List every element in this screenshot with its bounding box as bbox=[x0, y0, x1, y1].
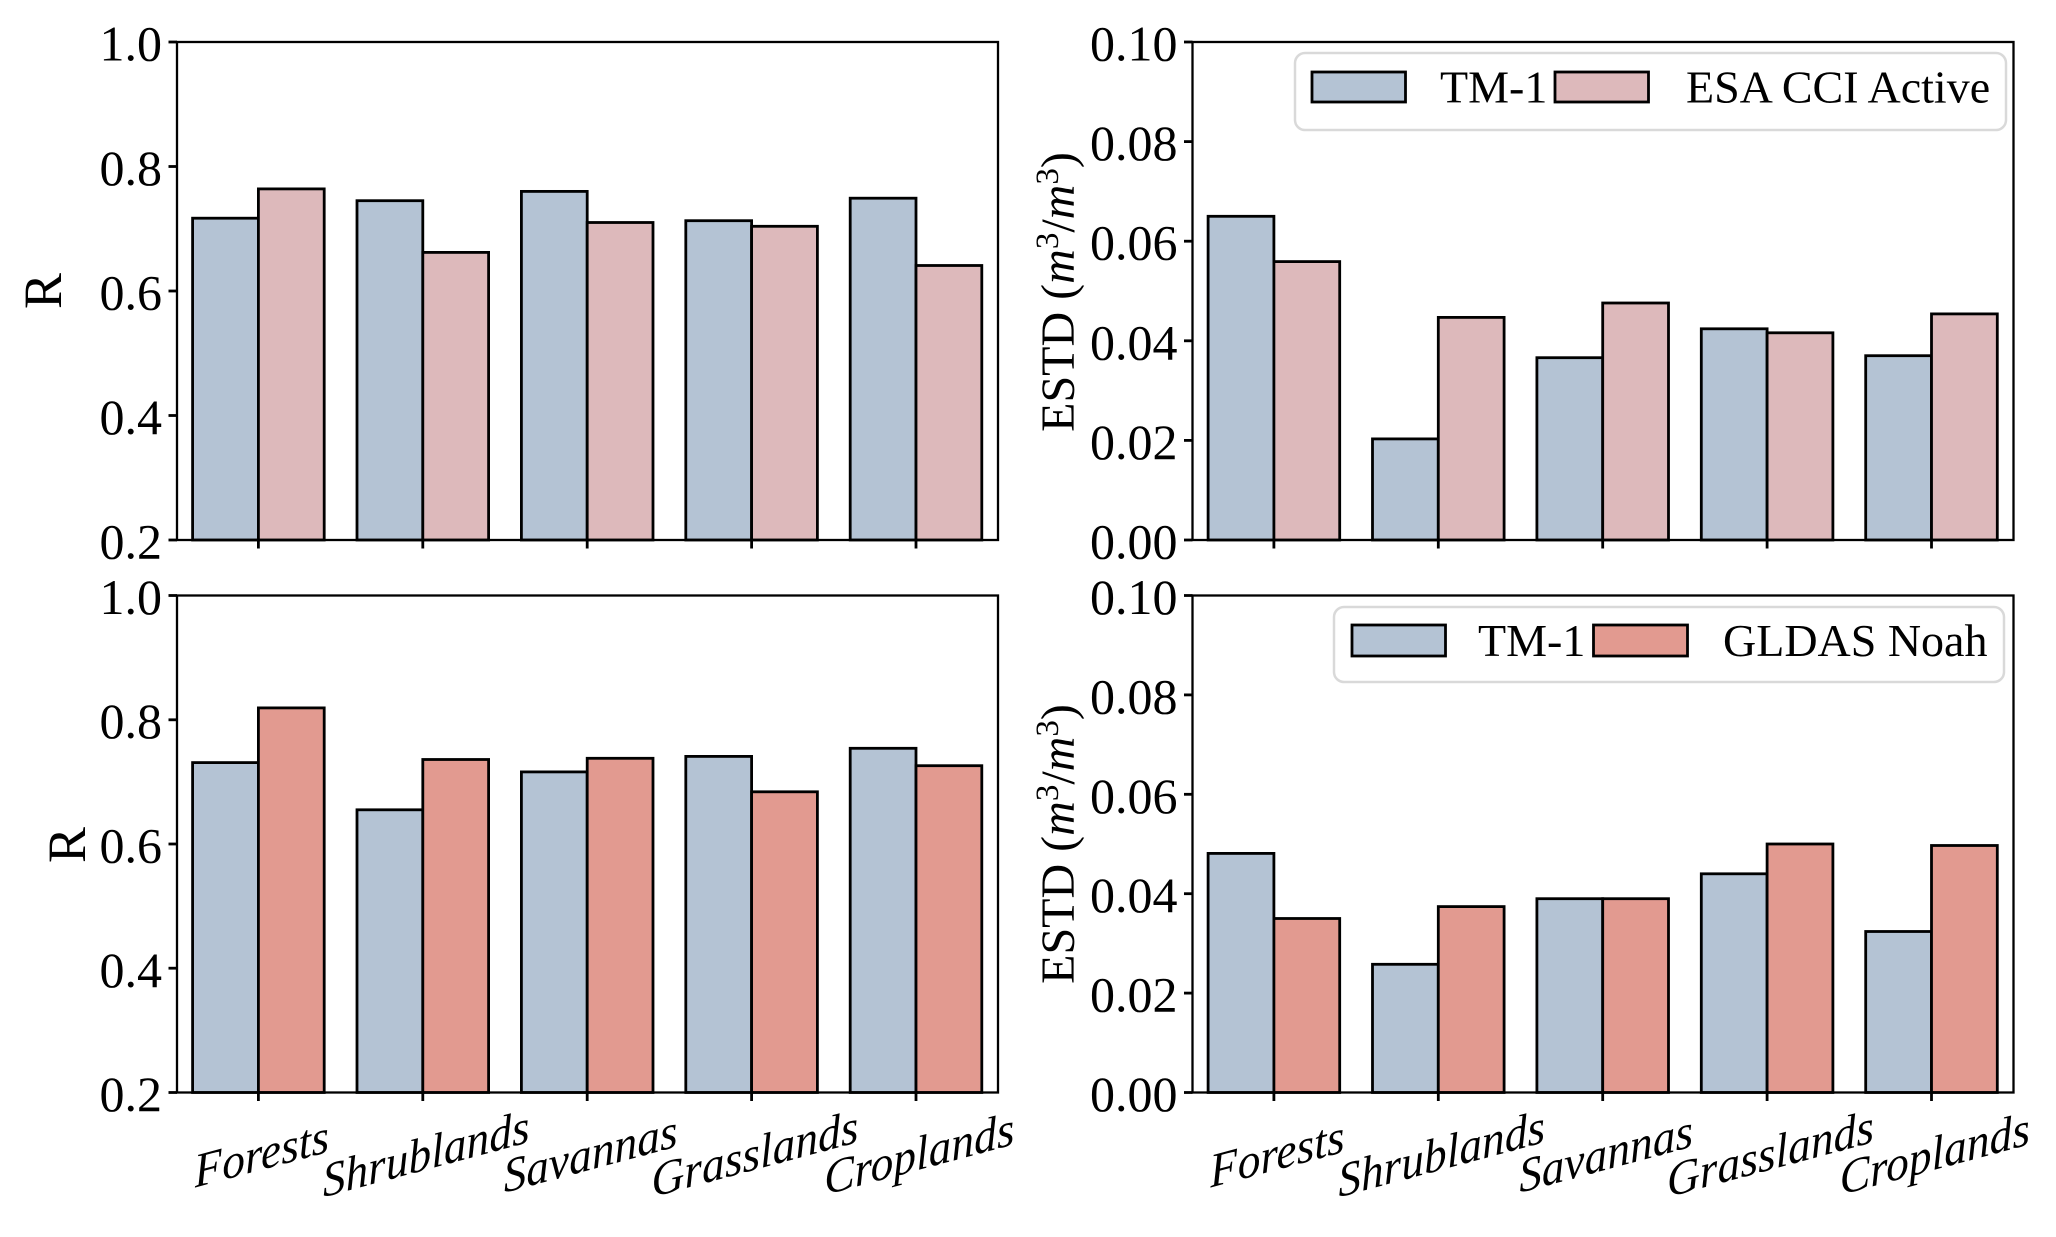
svg-text:0.4: 0.4 bbox=[100, 389, 163, 445]
svg-text:0.04: 0.04 bbox=[1090, 314, 1178, 370]
svg-text:R: R bbox=[13, 273, 73, 309]
svg-text:0.2: 0.2 bbox=[100, 514, 163, 570]
svg-text:0.6: 0.6 bbox=[100, 818, 163, 874]
svg-text:1.0: 1.0 bbox=[100, 16, 163, 72]
svg-text:0.02: 0.02 bbox=[1090, 414, 1178, 470]
svg-text:0.08: 0.08 bbox=[1090, 668, 1178, 724]
svg-text:TM-1: TM-1 bbox=[1478, 615, 1585, 666]
svg-text:0.8: 0.8 bbox=[100, 140, 163, 196]
svg-text:0.06: 0.06 bbox=[1090, 215, 1178, 271]
svg-text:0.8: 0.8 bbox=[100, 693, 163, 749]
svg-text:GLDAS Noah: GLDAS Noah bbox=[1723, 615, 1987, 666]
svg-text:0.00: 0.00 bbox=[1090, 514, 1178, 570]
svg-text:ESTD (m3/m3): ESTD (m3/m3) bbox=[1030, 152, 1085, 432]
svg-text:0.08: 0.08 bbox=[1090, 115, 1178, 171]
svg-text:0.00: 0.00 bbox=[1090, 1066, 1178, 1122]
svg-text:0.10: 0.10 bbox=[1090, 569, 1178, 625]
svg-text:ESA CCI Active: ESA CCI Active bbox=[1686, 62, 1990, 113]
svg-text:ESTD (m3/m3): ESTD (m3/m3) bbox=[1030, 704, 1085, 984]
svg-text:0.6: 0.6 bbox=[100, 265, 163, 321]
svg-text:0.06: 0.06 bbox=[1090, 768, 1178, 824]
svg-text:0.04: 0.04 bbox=[1090, 867, 1178, 923]
svg-text:0.4: 0.4 bbox=[100, 942, 163, 998]
svg-text:1.0: 1.0 bbox=[100, 569, 163, 625]
svg-text:0.2: 0.2 bbox=[100, 1066, 163, 1122]
svg-text:TM-1: TM-1 bbox=[1440, 62, 1547, 113]
svg-text:0.10: 0.10 bbox=[1090, 16, 1178, 72]
svg-text:R: R bbox=[37, 827, 97, 863]
svg-text:0.02: 0.02 bbox=[1090, 967, 1178, 1023]
